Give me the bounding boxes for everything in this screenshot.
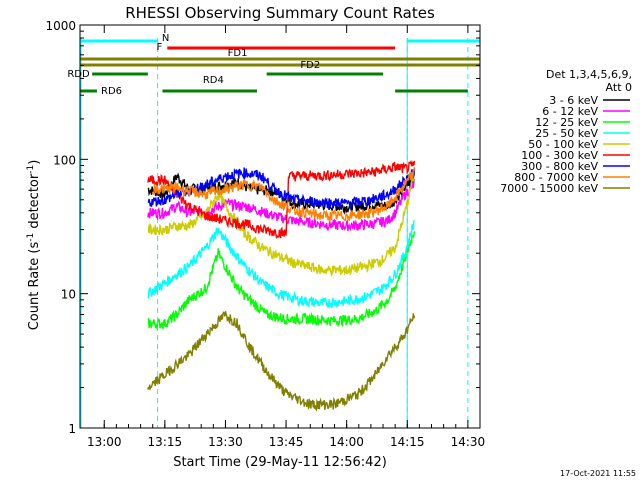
flag-label-RD6: RD6 [101,86,122,97]
y-axis-label-sup2: -1 [26,165,36,174]
y-axis-label-sup: -1 [26,233,36,242]
legend-label-8: 7000 - 15000 keV [500,182,598,195]
series-line-8 [147,311,416,412]
flag-label-FD1: FD1 [228,48,248,59]
flag-label-F: F [157,42,163,53]
x-tick-label-4: 14:00 [329,435,364,449]
series-line-2 [147,231,416,330]
flag-label-N: N [162,33,169,44]
y-tick-label-3: 1000 [45,19,76,33]
legend-label-7: 800 - 7000 keV [514,171,598,184]
chart-title: RHESSI Observing Summary Count Rates [125,4,435,22]
series-line-7 [152,167,416,224]
x-tick-label-0: 13:00 [87,435,122,449]
legend-label-3: 25 - 50 keV [535,127,598,140]
legend-label-1: 6 - 12 keV [542,105,598,118]
series-line-5 [147,159,416,240]
x-tick-label-6: 14:30 [451,435,486,449]
y-tick-label-1: 10 [61,288,76,302]
x-tick-label-5: 14:15 [390,435,425,449]
series-line-4 [147,171,416,277]
legend-label-2: 12 - 25 keV [535,116,598,129]
x-tick-label-3: 13:45 [269,435,304,449]
x-axis-label: Start Time (29-May-11 12:56:42) [173,455,387,470]
y-tick-label-2: 100 [53,153,76,167]
series-line-3 [147,220,416,308]
plot-frame [79,24,481,429]
legend-label-5: 100 - 300 keV [521,149,598,162]
legend-header-line1: Det 1,3,4,5,6,9, [546,68,632,81]
footer-timestamp: 17-Oct-2021 11:55 [560,469,636,478]
legend-header-line2: Att 0 [606,81,632,94]
legend-label-4: 50 - 100 keV [528,138,598,151]
x-tick-label-1: 13:15 [148,435,183,449]
legend-label-0: 3 - 6 keV [549,94,598,107]
y-axis-label-suffix: ) [27,160,42,165]
y-axis-label: Count Rate (s-1 detector-1) [26,160,42,331]
y-axis-label-mid: detector [27,173,42,233]
y-tick-label-0: 1 [68,422,76,436]
y-axis-label-prefix: Count Rate (s [27,242,42,331]
x-tick-label-2: 13:30 [208,435,243,449]
legend-label-6: 300 - 800 keV [521,160,598,173]
flag-label-FD2: FD2 [300,60,320,71]
flag-label-RD4: RD4 [203,75,224,86]
flag-label-RDD: RDD [67,69,90,80]
plot-area: NF FD1 FD2 RDD RD4 RD6 [67,33,480,428]
